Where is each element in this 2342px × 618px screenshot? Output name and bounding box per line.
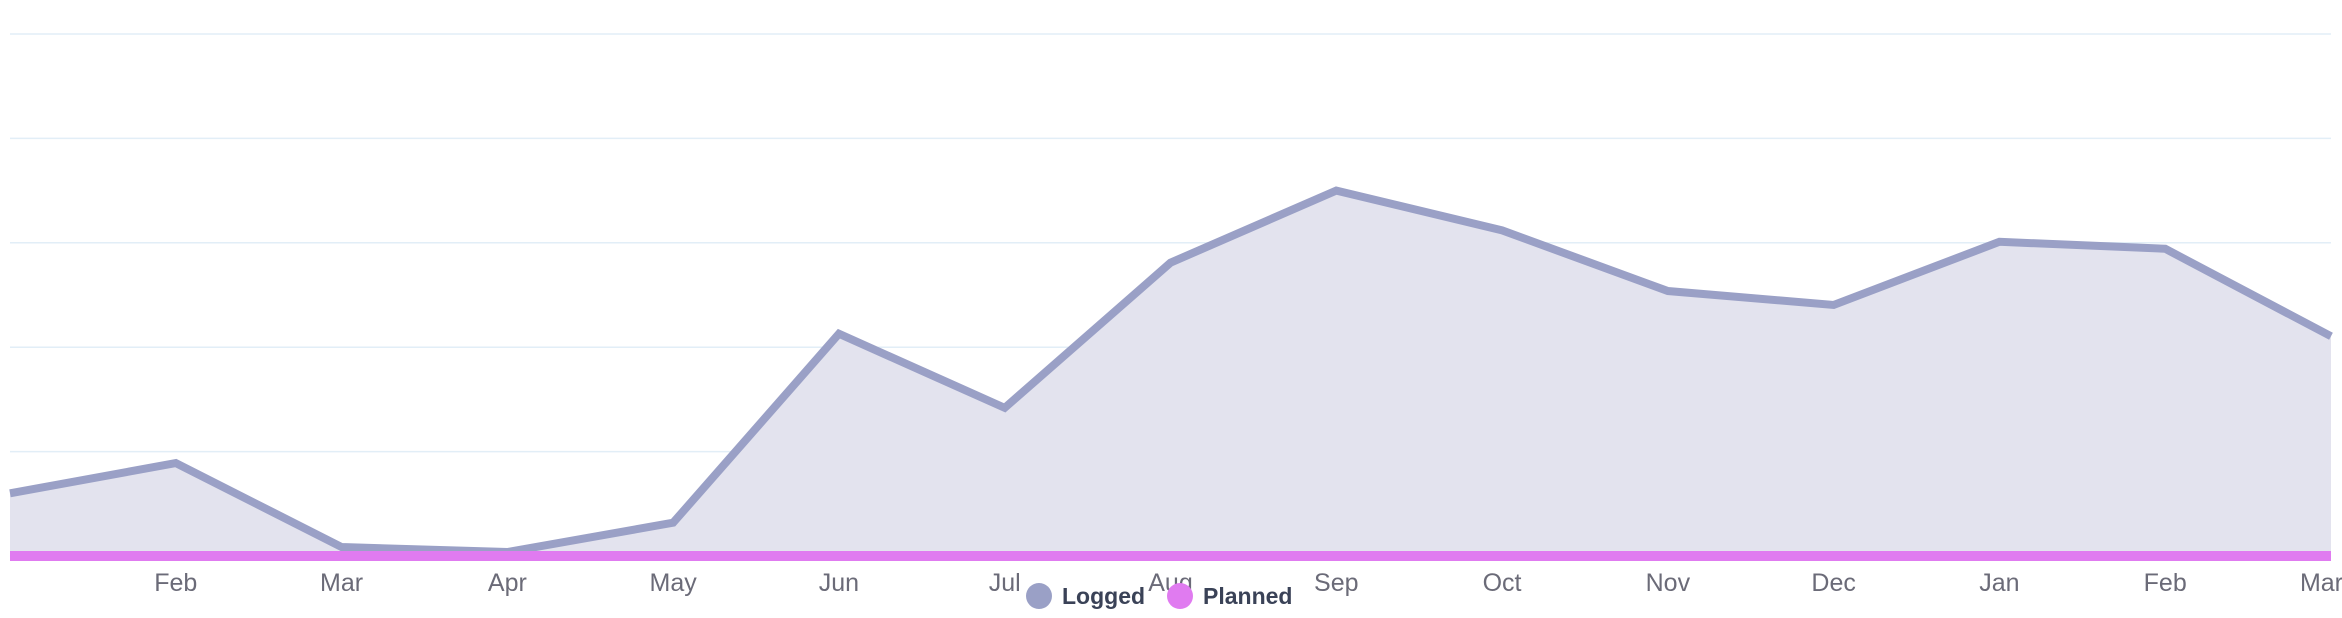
x-tick-label: May xyxy=(650,569,698,597)
x-tick-label: Sep xyxy=(1314,569,1358,597)
x-tick-label: Jun xyxy=(819,569,859,597)
x-tick-label: Apr xyxy=(488,569,527,597)
x-tick-label: Feb xyxy=(2144,569,2187,597)
x-tick-label: Jan xyxy=(1979,569,2019,597)
legend-marker-planned[interactable] xyxy=(1167,583,1193,609)
x-tick-label: Dec xyxy=(1811,569,1855,597)
x-tick-label: Jul xyxy=(989,569,1021,597)
legend-marker-logged[interactable] xyxy=(1026,583,1052,609)
x-tick-label: Mar xyxy=(2300,569,2342,597)
x-tick-label: Nov xyxy=(1646,569,1691,597)
x-axis-tick-labels: Feb Mar Apr May Jun Jul Aug Sep Oct Nov Dec Jan Feb M… xyxy=(154,569,2342,597)
x-tick-label: Mar xyxy=(320,569,363,597)
logged-area-layer xyxy=(10,190,2331,556)
legend-label-logged[interactable]: Logged xyxy=(1062,583,1145,609)
series-point-layer xyxy=(9,190,2332,557)
legend: Logged Planned xyxy=(1026,583,1292,609)
x-tick-label: Feb xyxy=(154,569,197,597)
area-logged xyxy=(10,190,2331,556)
legend-label-planned[interactable]: Planned xyxy=(1203,583,1292,609)
x-tick-label: Oct xyxy=(1483,569,1522,597)
